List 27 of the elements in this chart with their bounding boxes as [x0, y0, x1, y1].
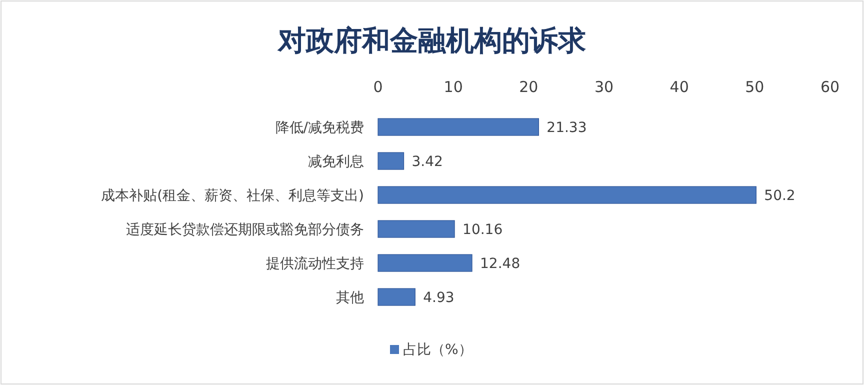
y-tick-label: 降低/减免税费: [275, 120, 364, 136]
y-tick-label: 减免利息: [308, 154, 364, 170]
bar: [378, 152, 404, 170]
data-label: 3.42: [412, 154, 443, 170]
y-tick-label: 提供流动性支持: [266, 256, 364, 272]
data-label: 10.16: [462, 222, 503, 238]
chart-title: 对政府和金融机构的诉求: [277, 24, 586, 57]
data-label: 50.2: [764, 188, 796, 204]
x-tick-label: 40: [670, 78, 689, 96]
data-label: 4.93: [423, 290, 454, 306]
x-tick-label: 0: [373, 78, 383, 96]
y-tick-label: 适度延长贷款偿还期限或豁免部分债务: [126, 222, 364, 238]
y-tick-label: 其他: [336, 290, 364, 306]
x-tick-label: 60: [820, 78, 840, 96]
bar: [378, 220, 455, 238]
bar: [378, 118, 539, 136]
x-tick-label: 10: [444, 78, 463, 96]
bar: [378, 288, 416, 306]
bar: [378, 186, 756, 204]
y-tick-label: 成本补贴(租金、薪资、社保、利息等支出): [101, 188, 364, 204]
x-tick-label: 50: [745, 78, 764, 96]
data-label: 12.48: [480, 256, 520, 272]
x-tick-label: 30: [594, 78, 614, 96]
data-label: 21.33: [546, 120, 587, 136]
x-tick-label: 20: [519, 78, 538, 96]
bar: [378, 254, 472, 272]
legend-label: 占比（%）: [403, 342, 472, 358]
